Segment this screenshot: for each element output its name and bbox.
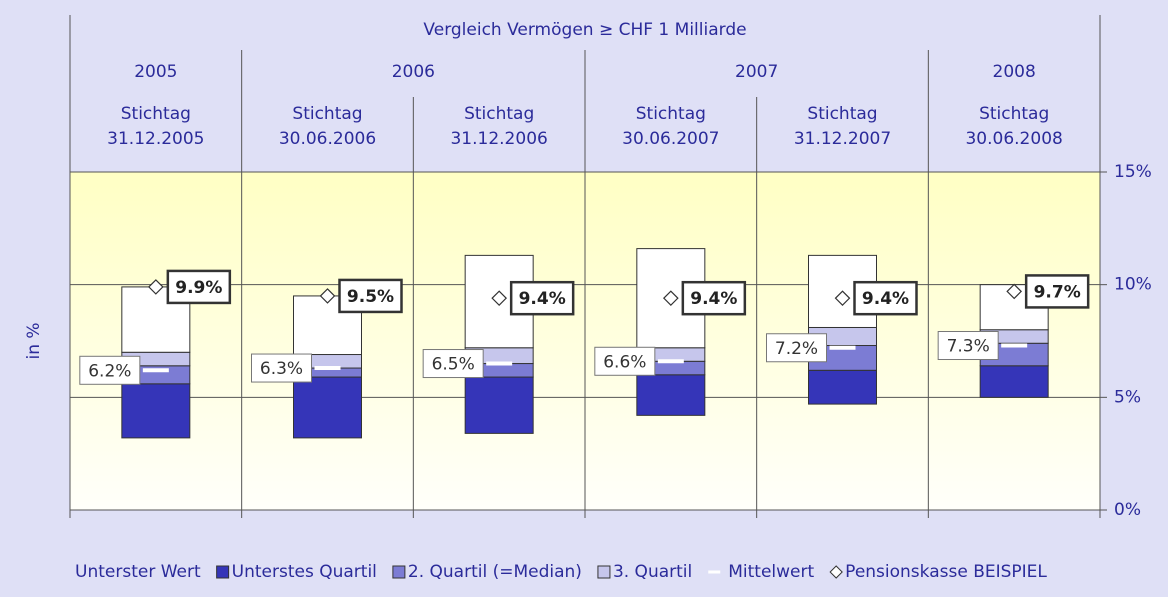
category-label: 31.12.2005 bbox=[107, 129, 204, 149]
category-label: 31.12.2007 bbox=[794, 129, 891, 149]
year-label: 2008 bbox=[993, 62, 1036, 82]
benchmark-label-box bbox=[509, 280, 575, 316]
mean-label-box bbox=[594, 346, 656, 376]
mean-label: 6.5% bbox=[432, 355, 475, 375]
legend-label: Pensionskasse BEISPIEL bbox=[845, 562, 1047, 582]
benchmark-marker bbox=[834, 290, 851, 307]
year-label: 2007 bbox=[735, 62, 778, 82]
legend-label: Unterster Wert bbox=[75, 562, 201, 582]
mean-label-box bbox=[422, 349, 484, 379]
benchmark-marker bbox=[662, 290, 679, 307]
year-label: 2006 bbox=[392, 62, 435, 82]
benchmark-label-box bbox=[166, 269, 232, 305]
mean-label-box bbox=[766, 333, 827, 363]
category-prefix: Stichtag bbox=[464, 104, 534, 124]
category-prefix: Stichtag bbox=[979, 104, 1049, 124]
category-label: 31.12.2006 bbox=[450, 129, 547, 149]
mean-label-box bbox=[79, 355, 141, 385]
benchmark-label-box bbox=[853, 280, 918, 316]
category-label: 30.06.2008 bbox=[965, 129, 1062, 149]
mean-label: 6.6% bbox=[603, 352, 646, 372]
legend-label: Mittelwert bbox=[728, 562, 814, 582]
box-segment bbox=[808, 369, 877, 405]
category-prefix: Stichtag bbox=[292, 104, 362, 124]
category-label: 30.06.2007 bbox=[622, 129, 719, 149]
mean-label-box bbox=[937, 331, 999, 361]
category-prefix: Stichtag bbox=[636, 104, 706, 124]
legend-label: 3. Quartil bbox=[613, 562, 692, 582]
legend-swatch bbox=[216, 565, 230, 579]
legend-swatch bbox=[392, 565, 406, 579]
legend-label: 2. Quartil (=Median) bbox=[408, 562, 582, 582]
benchmark-label: 9.4% bbox=[690, 289, 737, 309]
benchmark-marker bbox=[491, 290, 508, 307]
category-prefix: Stichtag bbox=[121, 104, 191, 124]
benchmark-marker bbox=[147, 279, 164, 295]
category-label: 30.06.2006 bbox=[279, 129, 376, 149]
box-segment bbox=[636, 374, 706, 416]
mean-label: 7.2% bbox=[775, 339, 818, 359]
box-segment bbox=[464, 376, 534, 434]
category-prefix: Stichtag bbox=[807, 104, 877, 124]
benchmark-label-box bbox=[681, 280, 747, 316]
legend-swatch bbox=[829, 565, 843, 579]
benchmark-label: 9.4% bbox=[862, 289, 909, 309]
benchmark-label: 9.4% bbox=[519, 289, 566, 309]
benchmark-label: 9.5% bbox=[347, 287, 394, 307]
year-label: 2005 bbox=[134, 62, 177, 82]
y-axis-label: in % bbox=[24, 322, 44, 359]
y-tick-label: 5% bbox=[1114, 387, 1141, 407]
benchmark-label-box bbox=[338, 278, 403, 314]
y-tick-label: 0% bbox=[1114, 500, 1141, 520]
mean-label: 6.2% bbox=[88, 361, 131, 381]
mean-label-box bbox=[251, 353, 312, 383]
mean-label: 7.3% bbox=[947, 337, 990, 357]
benchmark-label: 9.9% bbox=[175, 278, 222, 298]
legend-swatch bbox=[597, 565, 611, 579]
benchmark-marker bbox=[319, 288, 336, 304]
box-segment bbox=[979, 365, 1049, 398]
benchmark-label-box bbox=[1024, 274, 1090, 309]
box-segment bbox=[121, 383, 191, 439]
box-segment bbox=[293, 376, 362, 439]
legend-label: Unterstes Quartil bbox=[232, 562, 377, 582]
mean-label: 6.3% bbox=[260, 359, 303, 379]
chart-title: Vergleich Vermögen ≥ CHF 1 Milliarde bbox=[423, 20, 746, 40]
benchmark-label: 9.7% bbox=[1034, 282, 1081, 302]
benchmark-marker bbox=[1006, 283, 1023, 300]
y-tick-label: 15% bbox=[1114, 162, 1152, 182]
y-tick-label: 10% bbox=[1114, 275, 1152, 295]
